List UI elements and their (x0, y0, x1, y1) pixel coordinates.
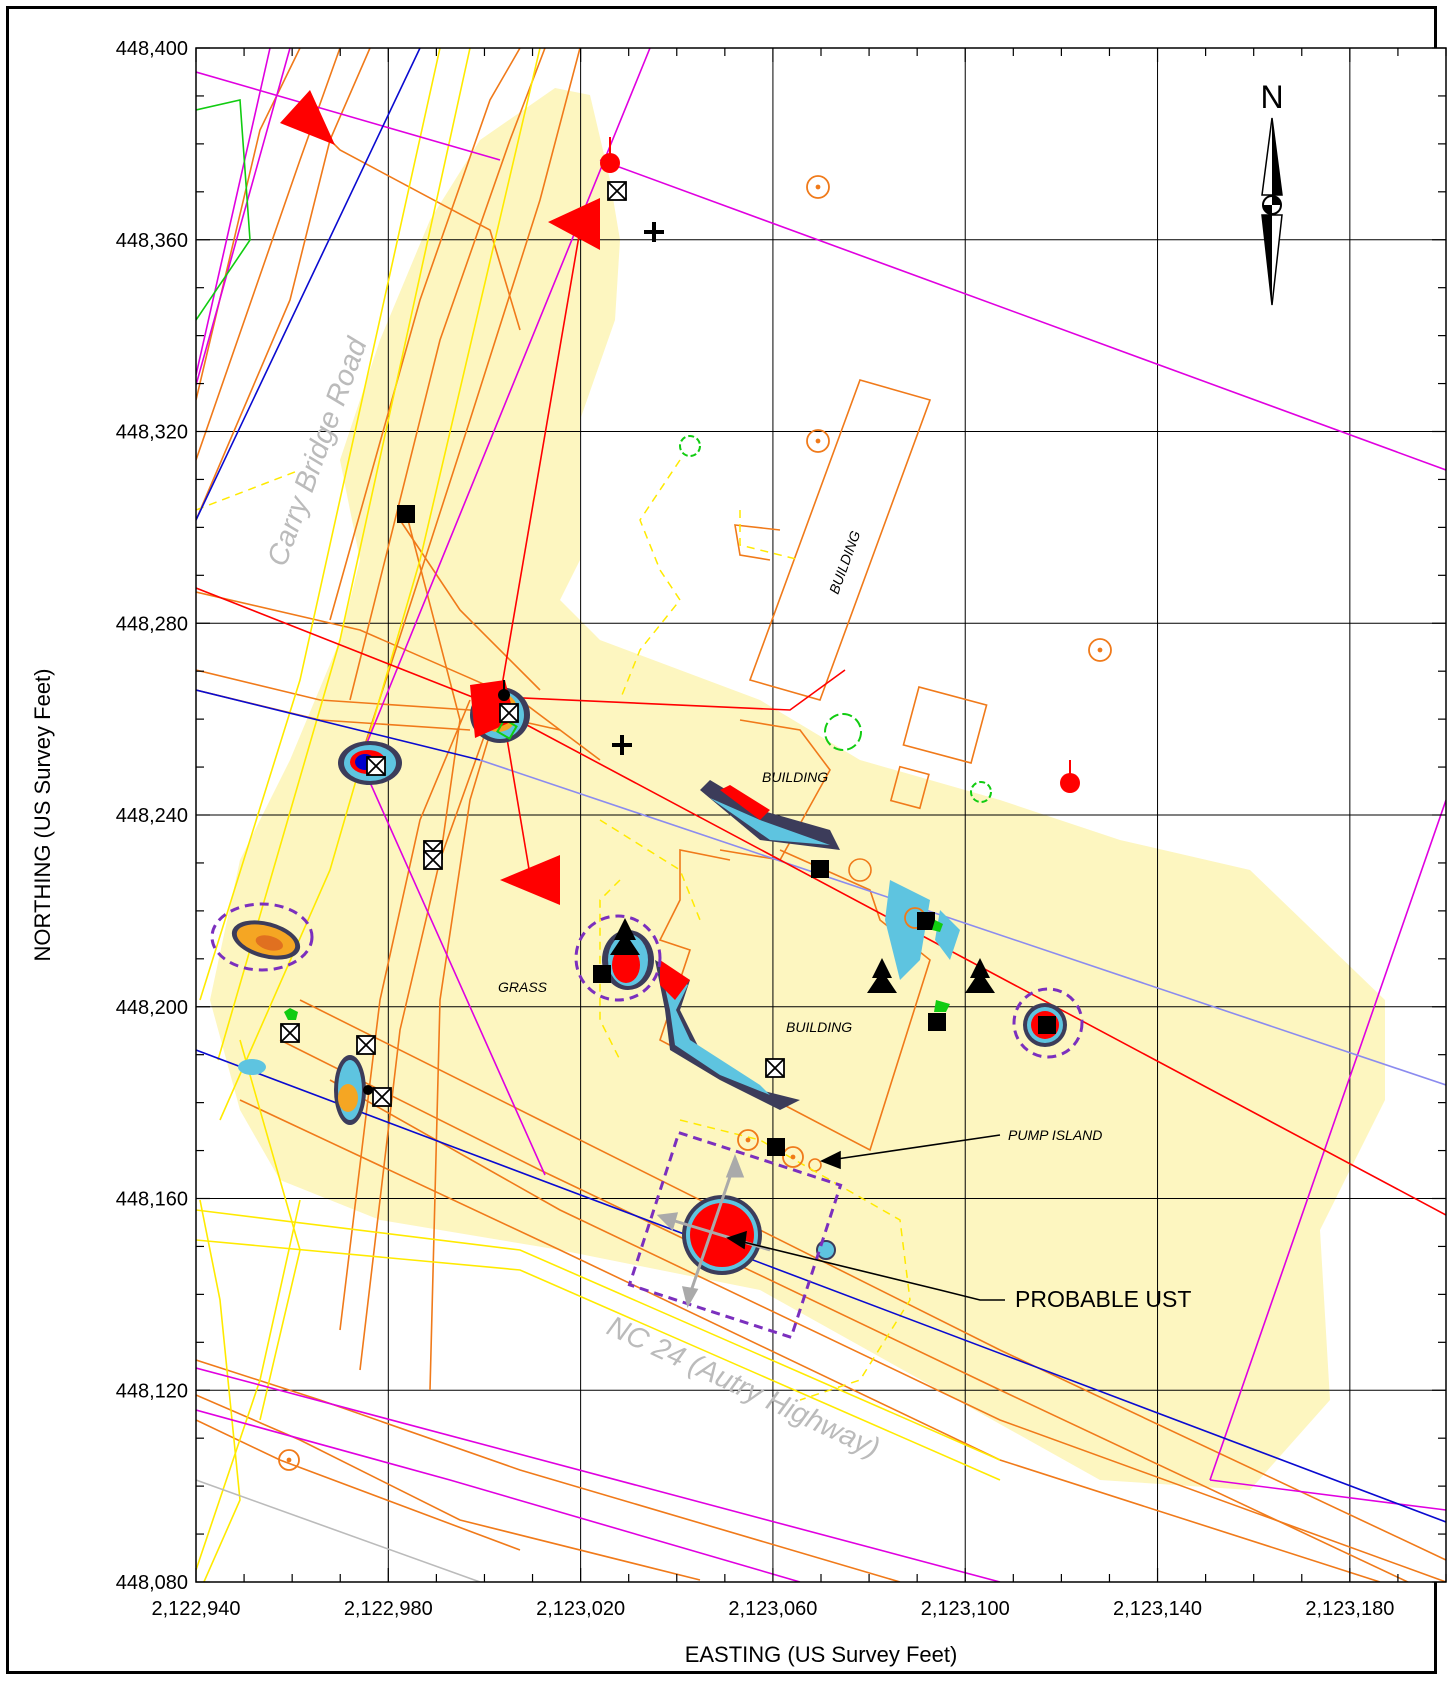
orange-circle-markers (278, 175, 1112, 1471)
building-outline-1 (748, 379, 932, 701)
boxed-x-marker (280, 1023, 300, 1043)
leader-arrows (726, 1134, 1005, 1301)
grid-lines (196, 48, 1446, 1582)
x-tick-label: 2,123,020 (536, 1598, 625, 1620)
green-line (196, 99, 251, 321)
tree-markers (610, 918, 995, 993)
axis-ticks (195, 47, 1447, 1583)
x-tick-label: 2,123,060 (728, 1598, 817, 1620)
target-outlines (210, 902, 1084, 1340)
y-tick-label: 448,120 (116, 1380, 188, 1402)
x-tick-label: 2,123,180 (1305, 1598, 1394, 1620)
y-axis-label: NORTHING (US Survey Feet) (30, 669, 55, 962)
x-tick-label: 2,122,980 (344, 1598, 433, 1620)
x-axis-label: EASTING (US Survey Feet) (685, 1642, 958, 1667)
x-tick-label: 2,122,940 (152, 1598, 241, 1620)
x-tick-label: 2,123,100 (921, 1598, 1010, 1620)
yellow-utility-lines (196, 48, 1001, 1582)
y-tick-label: 448,280 (116, 613, 188, 635)
boxed-x-marker (366, 756, 386, 776)
y-tick-label: 448,400 (116, 38, 188, 60)
survey-line-lavender (479, 759, 1446, 1086)
label-building-3: BUILDING (786, 1019, 852, 1035)
ust-cross-arrows (656, 1153, 771, 1308)
y-tick-label: 448,080 (116, 1572, 188, 1594)
y-tick-label: 448,320 (116, 422, 188, 444)
green-flower-markers (496, 435, 992, 803)
label-grass: GRASS (498, 979, 548, 995)
y-tick-label: 448,160 (116, 1189, 188, 1211)
x-tick-label: 2,123,140 (1113, 1598, 1202, 1620)
y-tick-label: 448,240 (116, 805, 188, 827)
y-tick-label: 448,360 (116, 230, 188, 252)
survey-coverage-area (210, 88, 1385, 1490)
north-arrow: N (1260, 79, 1284, 306)
gray-line (196, 1479, 481, 1582)
label-probable-ust: PROBABLE UST (1015, 1286, 1191, 1312)
north-arrow-label: N (1260, 79, 1283, 115)
y-tick-label: 448,200 (116, 997, 188, 1019)
label-pump-island: PUMP ISLAND (1008, 1127, 1102, 1143)
dashed-yellow-lines (196, 459, 911, 1401)
boxed-x-marker (356, 1035, 376, 1055)
boxed-x-markers (280, 181, 785, 1107)
cross-markers (612, 222, 664, 755)
green-pentagons (284, 920, 950, 1020)
pin-markers (363, 680, 510, 1095)
boxed-x-marker (607, 181, 627, 201)
x-tick-labels: 2,122,940 2,122,980 2,123,020 2,123,060 2,12… (152, 1598, 1395, 1620)
boxed-x-marker (372, 1087, 392, 1107)
boxed-x-marker (765, 1058, 785, 1078)
boxed-x-marker (423, 850, 443, 870)
black-square-markers (397, 505, 1056, 1156)
boxed-x-marker (499, 703, 519, 723)
red-flags (280, 90, 1080, 905)
y-tick-labels: 448,400 448,360 448,320 448,280 448,240 448,2… (116, 38, 188, 1594)
label-building-2: BUILDING (762, 769, 828, 785)
plot-area: Carry Bridge Road NC 24 (Autry Highway) … (196, 48, 1446, 1582)
